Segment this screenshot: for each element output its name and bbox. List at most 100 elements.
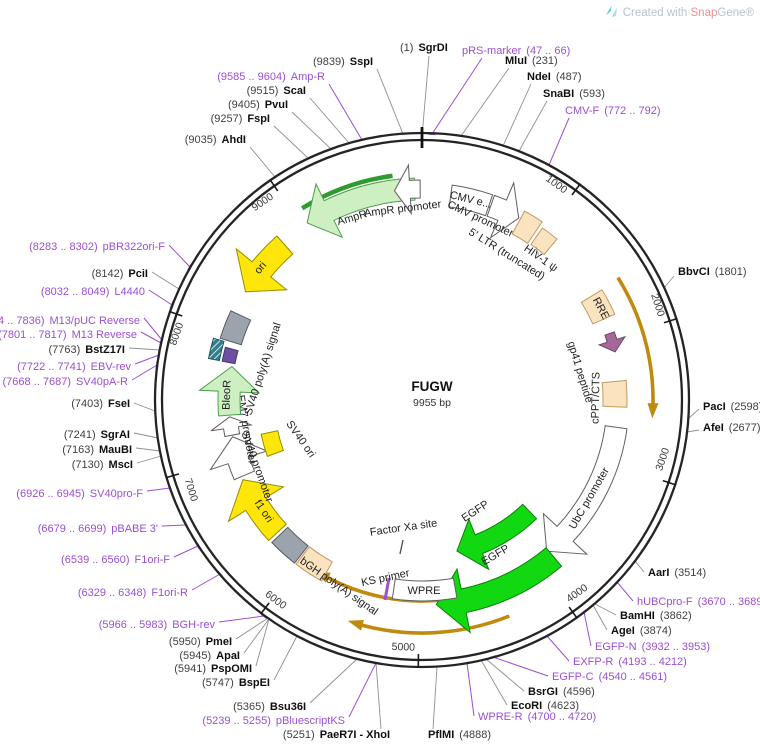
callout-pcii[interactable]: (8142)PciI (92, 268, 148, 280)
feature-wpre[interactable]: WPRE (392, 578, 457, 601)
callout-bbvci[interactable]: BbvCI(1801) (678, 266, 747, 278)
callout-ahdi-pos: (9035) (185, 134, 217, 146)
feature-ubc-promoter[interactable]: UbC promoter (543, 426, 627, 555)
callout-pbabe-3[interactable]: (6679 .. 6699)pBABE 3' (38, 523, 158, 535)
leader-pbluescriptks (349, 663, 376, 717)
callout-f1ori-r[interactable]: (6329 .. 6348)F1ori-R (78, 587, 188, 599)
callout-paci[interactable]: PacI(2598) (703, 401, 760, 413)
feature-cppt-cts[interactable]: cPPT/CTS (590, 372, 627, 424)
leader-msci (137, 456, 161, 463)
leader-bstz17i (129, 348, 160, 350)
callout-bstz17i[interactable]: (7763)BstZ17I (48, 344, 125, 356)
callout-m13-puc-reverse[interactable]: (7814 .. 7836)M13/pUC Reverse (0, 315, 140, 327)
callout-maubi[interactable]: (7163)MauBI (62, 444, 132, 456)
callout-snabi-name: SnaBI (543, 88, 574, 100)
callout-bsu36i[interactable]: (5365)Bsu36I (233, 701, 306, 713)
callout-snabi[interactable]: SnaBI(593) (543, 88, 605, 100)
feature-label-wpre[interactable]: WPRE (408, 585, 441, 597)
feature-shape-gp41-peptide[interactable] (599, 332, 625, 352)
callout-agei-pos: (3874) (640, 625, 672, 637)
feature-shape-ubc-promoter[interactable] (543, 426, 627, 555)
feature-shape-violet-box[interactable] (222, 347, 238, 363)
callout-m13-reverse[interactable]: (7801 .. 7817)M13 Reverse (0, 329, 137, 341)
callout-pbr322ori-f[interactable]: (8283 .. 8302) pBR322ori-F (29, 241, 165, 253)
callout-cmv-f[interactable]: CMV-F(772 .. 792) (565, 105, 661, 117)
callout-wpre-r[interactable]: WPRE-R(4700 .. 4720) (478, 711, 596, 723)
leader-pcii (152, 272, 179, 289)
callout-sgrai[interactable]: (7241)SgrAI (64, 429, 130, 441)
callout-pspomi[interactable]: (5941)PspOMI (174, 663, 252, 675)
callout-pbr322ori-f-pos: (8283 .. 8302) (29, 241, 98, 253)
callout-pmei-name: PmeI (206, 636, 232, 648)
orf-arrow-3[interactable] (348, 616, 510, 633)
callout-bamhi[interactable]: BamHI(3862) (620, 610, 692, 622)
logo-shape (606, 5, 612, 15)
callout-f1ori-f[interactable]: (6539 .. 6560)F1ori-F (61, 554, 170, 566)
feature-label-sv40-ori[interactable]: SV40 ori (283, 419, 317, 460)
callout-m13-reverse-pos: (7801 .. 7817) (0, 329, 67, 341)
leader-sgrai (134, 433, 158, 438)
callout-egfp-c[interactable]: EGFP-C(4540 .. 4561) (552, 671, 667, 683)
feature-label-bleor[interactable]: BleoR (220, 380, 233, 410)
callout-fspi[interactable]: (9257)FspI (211, 113, 270, 125)
callout-aari-pos: (3514) (674, 567, 706, 579)
feature-shape-cppt-cts[interactable] (602, 380, 627, 407)
callout-pmei-pos: (5950) (169, 636, 201, 648)
tick-label-3000: 3000 (653, 446, 672, 472)
callout-hubcpro-f-name: hUBCpro-F (637, 596, 693, 608)
callout-pflmi[interactable]: PflMI(4888) (428, 729, 491, 741)
feature-ori[interactable]: ori (236, 236, 292, 292)
callout-aari[interactable]: AarI(3514) (648, 567, 706, 579)
callout-exfp-r[interactable]: EXFP-R(4193 .. 4212) (573, 656, 687, 668)
feature-shape-sv40-ori[interactable] (261, 431, 283, 457)
callout-egfp-n[interactable]: EGFP-N(3932 .. 3953) (595, 641, 710, 653)
feature-violet-box[interactable] (222, 347, 238, 363)
leader-f1ori-f (174, 546, 198, 557)
callout-sgrdi[interactable]: (1)SgrDI (400, 42, 448, 54)
callout-hubcpro-f[interactable]: hUBCpro-F(3670 .. 3689) (637, 596, 760, 608)
feature-label-sv40-polya-signal[interactable]: SV40 poly(A) signal (243, 321, 284, 417)
leader-cmv-f (549, 118, 569, 165)
feature-shape-striped-box[interactable] (209, 338, 225, 360)
callout-paer7i-xhoi[interactable]: (5251)PaeR7I - XhoI (283, 729, 390, 741)
callout-amp-r-primer[interactable]: (9585 .. 9604)Amp-R (217, 71, 325, 83)
callout-mlui[interactable]: MluI(231) (505, 55, 558, 67)
callout-agei[interactable]: AgeI(3874) (611, 625, 672, 637)
feature-label-egfp-1[interactable]: EGFP (460, 498, 492, 524)
tick-label-7000: 7000 (182, 477, 200, 503)
leader-bsrgi (486, 659, 524, 691)
callout-apai[interactable]: (5945)ApaI (179, 650, 240, 662)
callout-sv40pa-r[interactable]: (7668 .. 7687)SV40pA-R (3, 376, 129, 388)
callout-ahdi[interactable]: (9035)AhdI (185, 134, 246, 146)
callout-pbr322ori-f-name: pBR322ori-F (103, 241, 166, 253)
callout-sspi[interactable]: (9839)SspI (313, 56, 373, 68)
callout-bgh-rev[interactable]: (5966 .. 5983)BGH-rev (99, 619, 216, 631)
leader-pvui (292, 112, 331, 149)
callout-pbluescriptks[interactable]: (5239 .. 5255)pBluescriptKS (202, 715, 345, 727)
callout-ndei[interactable]: NdeI(487) (527, 71, 582, 83)
leader-egfp-c (493, 657, 548, 676)
callout-msci[interactable]: (7130)MscI (72, 459, 133, 471)
feature-shape-sv40-polya-signal[interactable] (220, 311, 251, 345)
callout-sv40pro-f[interactable]: (6926 .. 6945)SV40pro-F (16, 488, 143, 500)
callout-bspei[interactable]: (5747)BspEI (202, 677, 270, 689)
feature-f1-ori[interactable]: f1 ori (229, 480, 287, 541)
feature-rre[interactable]: RRE (581, 290, 614, 324)
tick-label-1000: 1000 (543, 173, 569, 197)
feature-striped-box[interactable] (209, 338, 225, 360)
callout-fsei[interactable]: (7403)FseI (71, 398, 130, 410)
callout-scai[interactable]: (9515)ScaI (247, 85, 306, 97)
factor-xa-site-label[interactable]: Factor Xa site (369, 517, 438, 538)
feature-label-cppt-cts[interactable]: cPPT/CTS (590, 372, 603, 424)
callout-l4440[interactable]: (8032 .. 8049)L4440 (41, 286, 145, 298)
callout-pbluescriptks-pos: (5239 .. 5255) (202, 715, 271, 727)
callout-ebv-rev[interactable]: (7722 .. 7741)EBV-rev (17, 361, 131, 373)
callout-f1ori-f-name: F1ori-F (135, 554, 171, 566)
leader-m13-puc-reverse (144, 318, 162, 340)
callout-pmei[interactable]: (5950) PmeI (169, 636, 232, 648)
callout-bsrgi[interactable]: BsrGI(4596) (528, 686, 595, 698)
callout-afei[interactable]: AfeI(2677) (703, 422, 760, 434)
feature-sv40-ori[interactable]: SV40 ori (261, 419, 317, 460)
callout-pvui[interactable]: (9405)PvuI (228, 99, 288, 111)
callout-fsei-name: FseI (108, 398, 130, 410)
